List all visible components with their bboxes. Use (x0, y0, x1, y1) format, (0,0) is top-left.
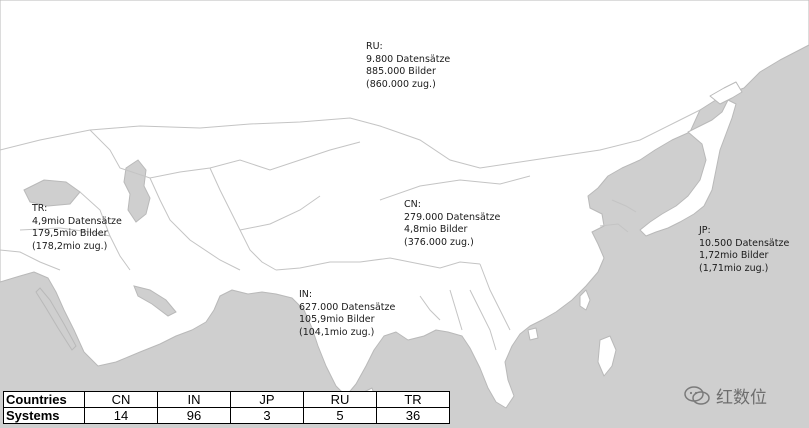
label-tr: TR: 4,9mio Datensätze 179,5mio Bilder (1… (32, 203, 122, 253)
japan-island (639, 99, 737, 237)
label-cn-images: 4,8mio Bilder (404, 224, 468, 235)
persian-gulf (133, 285, 177, 317)
philippines-islands (597, 335, 617, 377)
label-cn-code: CN: (404, 199, 421, 210)
chat-bubble-icon (684, 385, 710, 405)
label-cn: CN: 279.000 Datensätze 4,8mio Bilder (37… (404, 199, 500, 249)
taiwan-island (579, 289, 591, 311)
label-ru-code: RU: (366, 41, 383, 52)
table-cell-systems: 96 (157, 407, 231, 424)
table-cell-systems: 14 (84, 407, 158, 424)
label-in: IN: 627.000 Datensätze 105,9mio Bilder (… (299, 289, 395, 339)
hainan-island (527, 327, 539, 341)
label-cn-faces: (376.000 zug.) (404, 236, 474, 248)
table-row-countries: Countries CN IN JP RU TR (3, 391, 450, 408)
table-cell-country: TR (376, 391, 450, 408)
table-cell-country: JP (230, 391, 304, 408)
watermark: 红数位 (684, 383, 767, 408)
label-tr-records: 4,9mio Datensätze (32, 215, 122, 227)
country-borders (0, 109, 701, 351)
watermark-text: 红数位 (716, 388, 767, 408)
table-cell-systems: 36 (376, 407, 450, 424)
label-jp-code: JP: (699, 225, 711, 236)
label-in-faces: (104,1mio zug.) (299, 326, 375, 338)
table-cell-systems: 3 (230, 407, 304, 424)
label-cn-records: 279.000 Datensätze (404, 211, 501, 223)
label-ru-records: 9.800 Datensätze (366, 53, 451, 65)
label-ru: RU: 9.800 Datensätze 885.000 Bilder (860… (366, 41, 450, 91)
black-sea (23, 179, 81, 207)
label-tr-faces: (178,2mio zug.) (32, 240, 108, 252)
label-tr-code: TR: (32, 203, 48, 214)
hokkaido-island (709, 81, 743, 105)
systems-table: Countries CN IN JP RU TR Systems 14 96 3… (3, 391, 450, 424)
label-jp-faces: (1,71mio zug.) (699, 262, 769, 274)
table-row-systems: Systems 14 96 3 5 36 (3, 407, 450, 424)
label-jp-records: 10.500 Datensätze (699, 237, 790, 249)
table-cell-country: CN (84, 391, 158, 408)
table-cell-country: RU (303, 391, 377, 408)
label-ru-faces: (860.000 zug.) (366, 78, 436, 90)
label-jp: JP: 10.500 Datensätze 1,72mio Bilder (1,… (699, 225, 789, 275)
label-tr-images: 179,5mio Bilder (32, 228, 108, 239)
eurasia-landmass (0, 0, 809, 409)
label-ru-images: 885.000 Bilder (366, 66, 436, 77)
table-cell-country: IN (157, 391, 231, 408)
label-in-records: 627.000 Datensätze (299, 301, 396, 313)
red-sea (35, 287, 77, 351)
table-cell-systems: 5 (303, 407, 377, 424)
label-jp-images: 1,72mio Bilder (699, 250, 769, 261)
table-header-countries: Countries (3, 391, 85, 408)
table-header-systems: Systems (3, 407, 85, 424)
label-in-code: IN: (299, 289, 313, 300)
label-in-images: 105,9mio Bilder (299, 314, 375, 325)
